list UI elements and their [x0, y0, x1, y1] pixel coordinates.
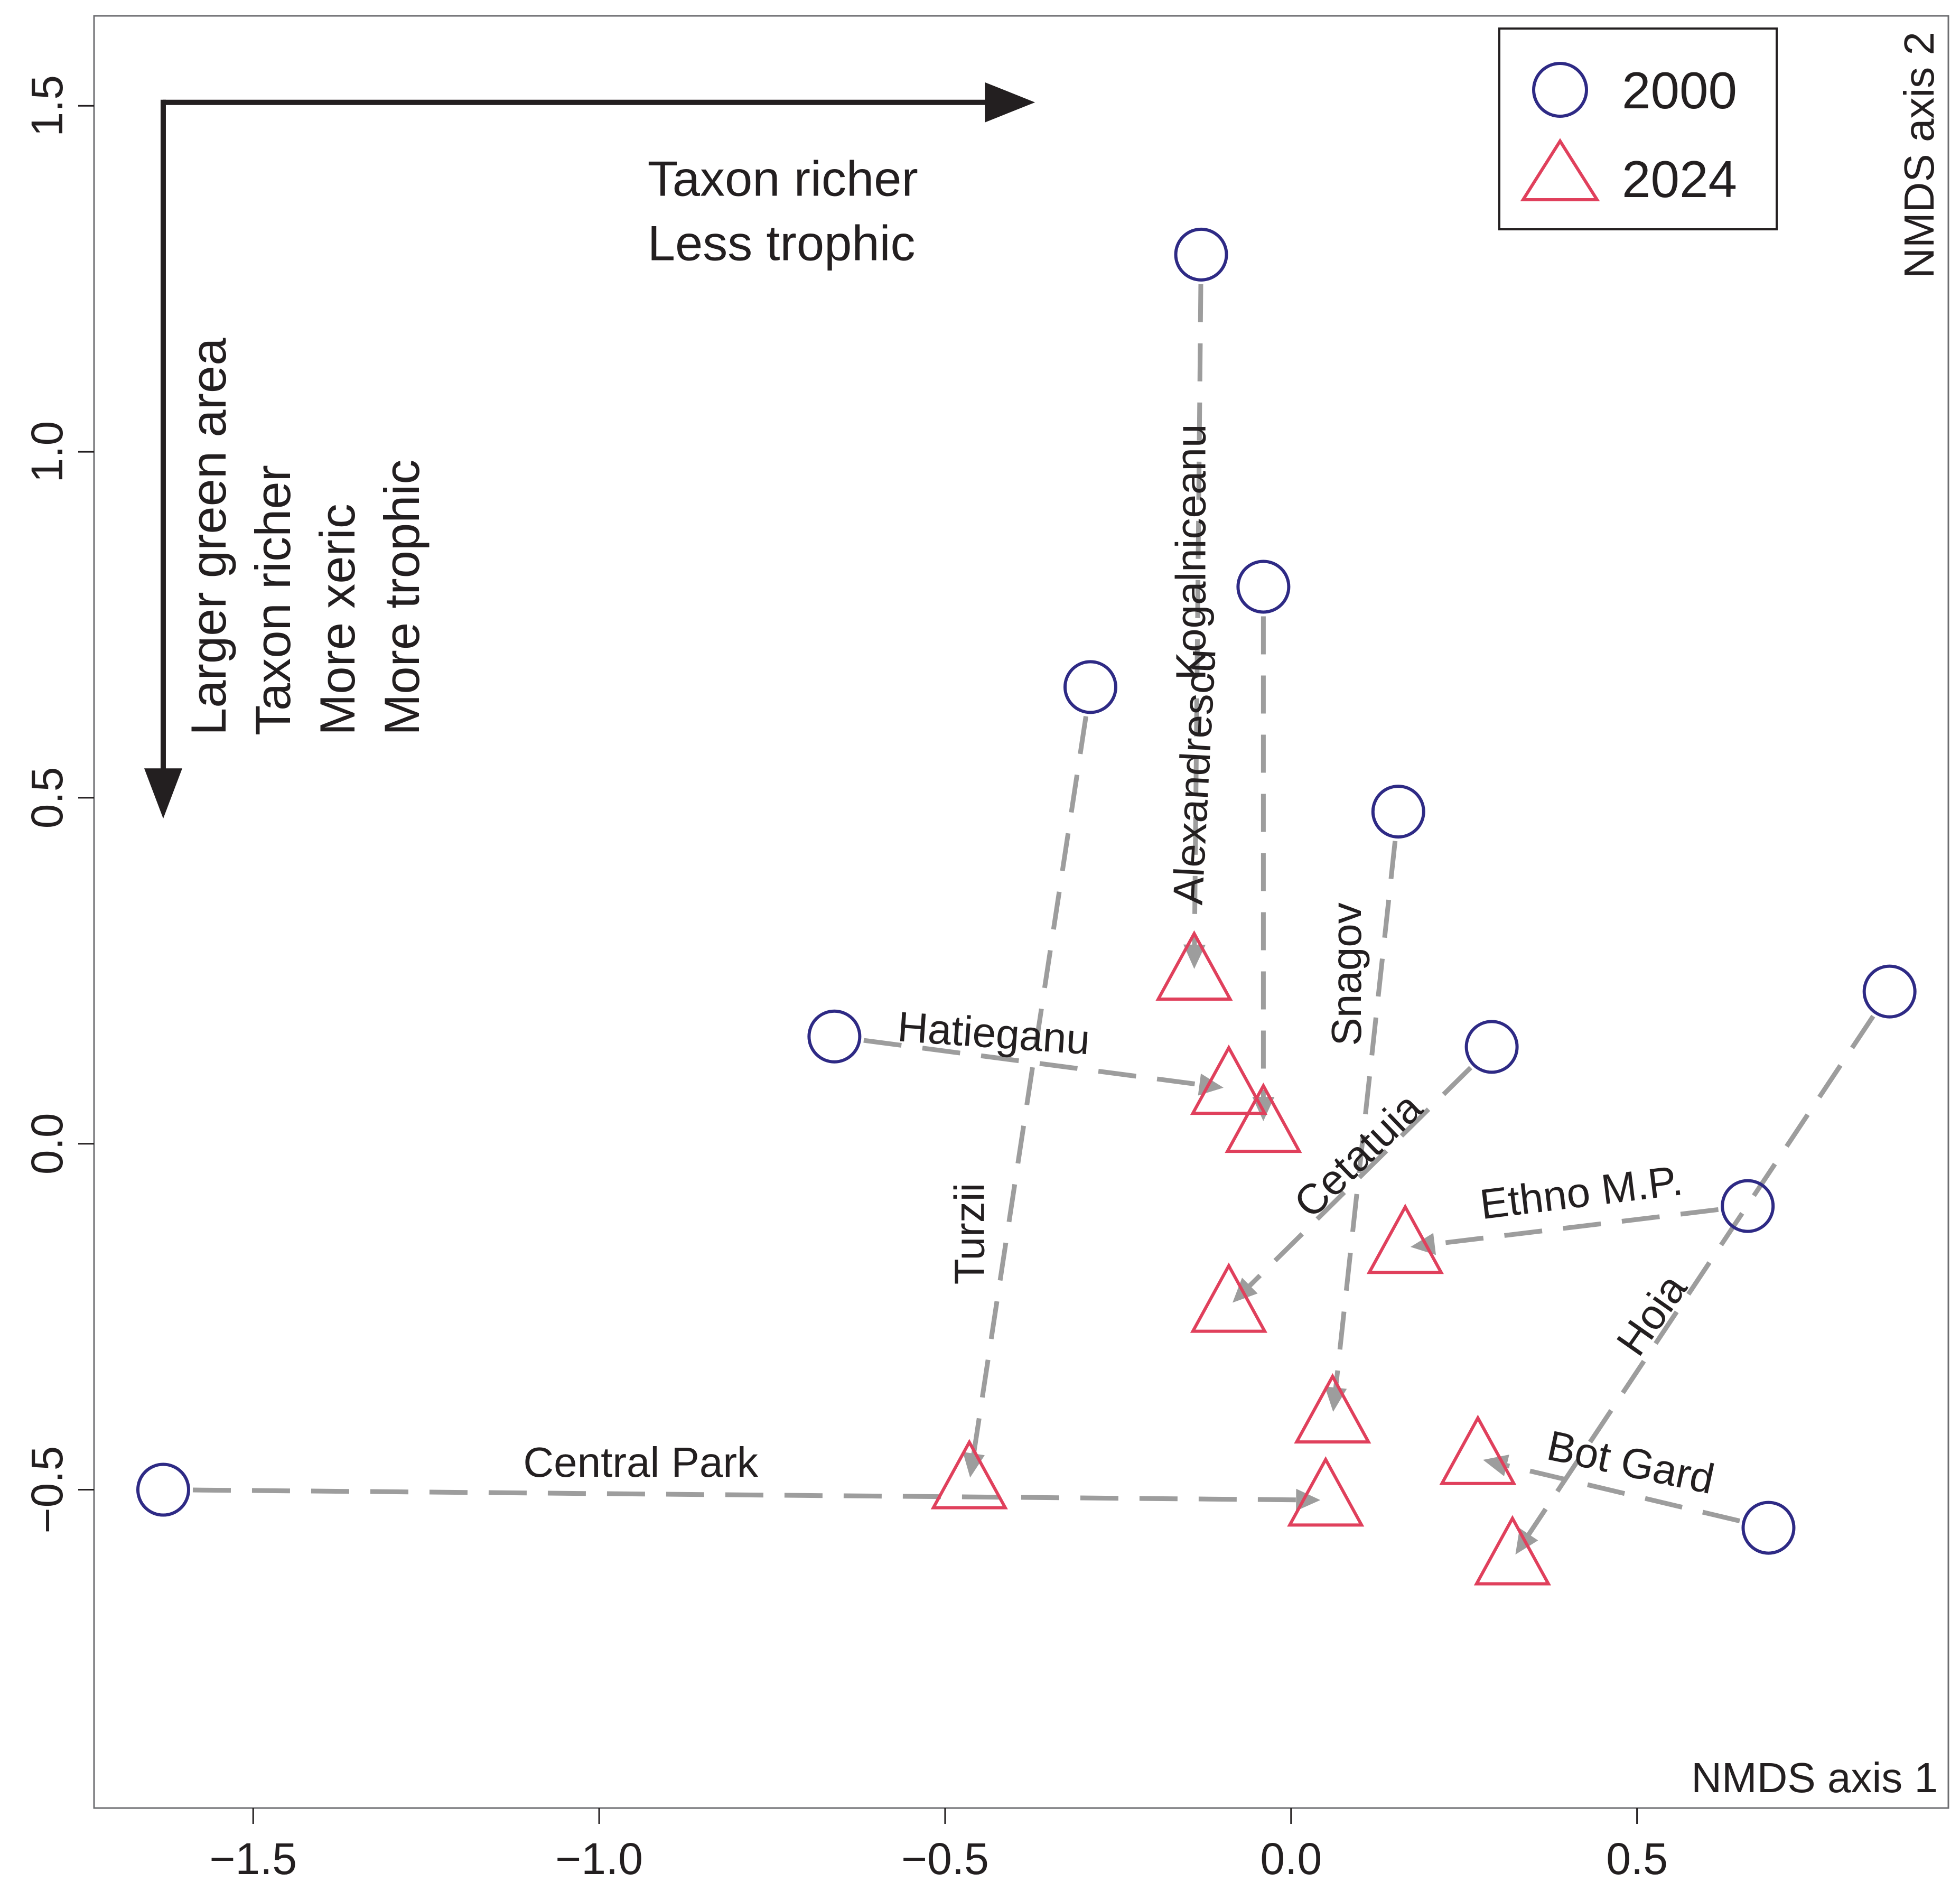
- point-2000-turzii: [1063, 660, 1117, 714]
- site-trajectories: [192, 284, 1875, 1555]
- trajectory-arrowhead-kogalniceanu: [1183, 944, 1206, 969]
- point-2024-alexandrescu: [1225, 1082, 1302, 1153]
- point-2024-snagov: [1294, 1373, 1371, 1444]
- y-tick-label: 1.0: [22, 421, 72, 483]
- site-label-snagov: Snagov: [1323, 902, 1370, 1046]
- y-tick-label: −0.5: [22, 1446, 72, 1534]
- site-label-turzii: Turzii: [946, 1183, 993, 1285]
- trajectory-cetatuia: [1246, 1066, 1472, 1290]
- trajectory-arrowhead-ethno-m-p: [1410, 1233, 1436, 1255]
- trajectory-bot-gard: [1503, 1462, 1741, 1523]
- point-2024-bot-gard: [1439, 1414, 1517, 1485]
- x-tick-label: −1.5: [209, 1834, 297, 1882]
- legend: 2000 2024: [1498, 27, 1778, 230]
- trajectory-arrowhead-hatieganu: [1198, 1073, 1224, 1096]
- trajectory-arrowhead-cetatuia: [1233, 1278, 1258, 1303]
- site-label-hoia: Hoia: [1608, 1265, 1696, 1364]
- horizontal-arrow-text: Taxon richer: [648, 151, 918, 207]
- legend-label-2000: 2000: [1622, 61, 1737, 119]
- point-2000-central-park: [136, 1462, 190, 1517]
- point-2000-hoia: [1862, 964, 1917, 1019]
- horizontal-arrow-text: Less trophic: [648, 216, 916, 271]
- point-2000-hatieganu: [807, 1009, 862, 1064]
- x-axis-title: NMDS axis 1: [1691, 1754, 1938, 1801]
- site-labels: Central Park Hatieganu Turzii KogalniceanuA…: [523, 424, 1718, 1503]
- legend-circle-marker: [1532, 62, 1588, 118]
- site-label-alexandrescu: Alexandrescu: [1164, 648, 1224, 906]
- y-tick-label: 0.0: [22, 1113, 72, 1175]
- point-2024-kogalniceanu: [1155, 930, 1233, 1001]
- point-2024-cetatuia: [1190, 1262, 1267, 1333]
- vertical-arrow-text: Taxon richer: [245, 465, 301, 735]
- data-markers: [136, 227, 1917, 1586]
- y-axis-title: NMDS axis 2: [1896, 32, 1943, 278]
- point-2000-bot-gard: [1741, 1501, 1796, 1555]
- x-tick-label: 0.5: [1606, 1834, 1668, 1882]
- site-label-kogalniceanu: Kogalniceanu: [1168, 424, 1215, 681]
- legend-label-2024: 2024: [1622, 150, 1737, 208]
- axis-ticks: −1.5 −1.0 −0.5 0.0 0.5 −0.5 0.0 0.5 1.0 1.5: [22, 75, 1668, 1882]
- direction-annotations: Taxon richer Less trophic Larger green are…: [144, 82, 1035, 819]
- point-2024-hoia: [1473, 1515, 1551, 1586]
- point-2024-central-park: [1287, 1456, 1365, 1527]
- y-tick-label: 1.5: [22, 75, 72, 137]
- point-2000-snagov: [1371, 785, 1425, 839]
- point-2024-ethno-m-p: [1366, 1204, 1444, 1274]
- horizontal-arrow-head: [985, 82, 1035, 123]
- point-2024-hatieganu: [1190, 1044, 1267, 1115]
- site-label-central-park: Central Park: [523, 1439, 759, 1486]
- point-2000-kogalniceanu: [1174, 227, 1228, 282]
- point-2000-alexandrescu: [1236, 560, 1291, 614]
- trajectory-central-park: [192, 1487, 1300, 1503]
- y-tick-label: 0.5: [22, 767, 72, 829]
- point-2024-turzii: [930, 1439, 1008, 1510]
- trajectory-kogalniceanu: [1192, 284, 1203, 948]
- point-2000-cetatuia: [1464, 1020, 1519, 1074]
- trajectory-snagov: [1333, 841, 1398, 1391]
- site-label-hatieganu: Hatieganu: [896, 1003, 1091, 1063]
- trajectory-hoia: [1525, 1014, 1875, 1539]
- legend-triangle-marker: [1520, 138, 1600, 201]
- vertical-arrow-text: More trophic: [374, 460, 430, 735]
- x-tick-label: 0.0: [1260, 1834, 1322, 1882]
- x-tick-label: −1.0: [555, 1834, 643, 1882]
- point-2000-ethno-m-p: [1721, 1179, 1775, 1233]
- legend-frame: [1498, 27, 1778, 230]
- plot-frame: [93, 15, 1949, 1809]
- site-label-bot-gard: Bot Gard: [1543, 1422, 1719, 1503]
- x-tick-label: −0.5: [901, 1834, 989, 1882]
- vertical-arrow-head: [144, 768, 182, 819]
- trajectory-turzii: [970, 716, 1088, 1457]
- vertical-arrow-text: More xeric: [310, 504, 365, 735]
- trajectory-ethno-m-p: [1431, 1207, 1719, 1247]
- vertical-arrow-text: Larger green area: [181, 338, 236, 735]
- site-label-cetatuia: Cetatuia: [1285, 1083, 1431, 1226]
